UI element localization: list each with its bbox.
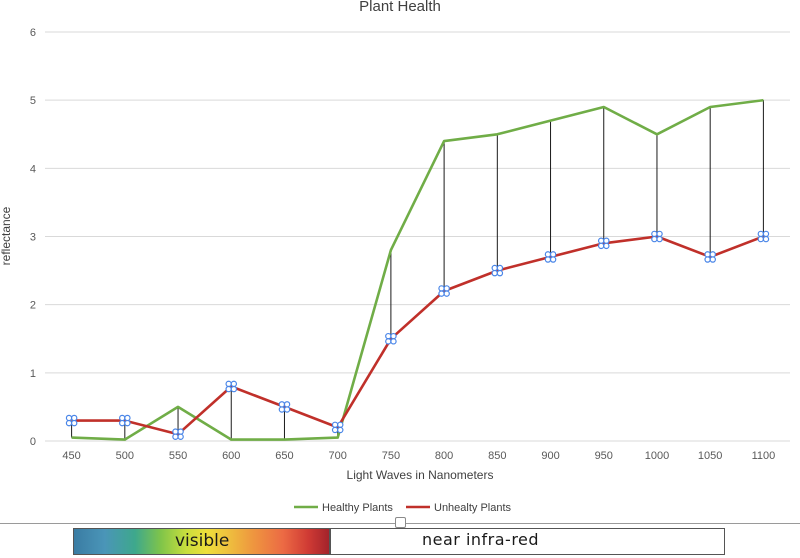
cluster-marker-icon: [544, 251, 557, 263]
near-infrared-band: [330, 528, 725, 555]
cluster-marker-icon: [704, 251, 716, 263]
y-axis-ticks: 0 1 2 3 4 5 6: [30, 27, 36, 448]
cluster-marker-icon: [757, 230, 770, 243]
x-tick-label: 900: [541, 450, 559, 462]
cluster-marker-icon: [331, 421, 344, 434]
spectrum-panel: visible near infra-red: [0, 516, 800, 558]
cluster-marker-icon: [278, 401, 291, 413]
visible-spectrum-band: [73, 528, 330, 555]
healthy-plants-line: [71, 98, 764, 441]
y-tick-label: 2: [30, 300, 36, 312]
cluster-marker-icon: [438, 285, 450, 297]
gridlines: [45, 31, 790, 442]
cluster-marker-icon: [172, 428, 184, 440]
legend-label-healthy: Healthy Plants: [322, 502, 393, 514]
cluster-marker-icon: [651, 230, 663, 243]
visible-label: visible: [175, 531, 230, 551]
cluster-marker-icon: [119, 414, 131, 427]
x-tick-label: 600: [222, 450, 240, 462]
x-tick-label: 950: [595, 450, 613, 462]
cluster-marker-icon: [385, 332, 397, 345]
cluster-marker-icon: [597, 237, 610, 250]
y-tick-label: 6: [30, 27, 36, 39]
y-tick-label: 4: [30, 163, 36, 175]
near-infrared-label: near infra-red: [422, 530, 540, 549]
x-tick-label: 550: [169, 450, 187, 462]
x-tick-label: 1000: [645, 450, 669, 462]
y-tick-label: 3: [30, 232, 36, 244]
drop-lines: [71, 100, 764, 440]
cluster-marker-icon: [65, 414, 78, 427]
unhealthy-plants-line: [71, 235, 764, 436]
cluster-marker-icon: [491, 264, 504, 277]
x-tick-label: 700: [328, 450, 346, 462]
y-axis-label: reflectance: [0, 206, 13, 265]
x-tick-label: 1050: [698, 450, 722, 462]
x-tick-label: 500: [116, 450, 134, 462]
x-tick-label: 750: [382, 450, 400, 462]
y-tick-label: 1: [30, 368, 36, 380]
x-axis-label: Light Waves in Nanometers: [347, 468, 494, 482]
plant-health-chart: Plant Health 0 1 2 3 4 5 6 450 500 550 600 650 700 7…: [0, 0, 790, 514]
data-markers: [65, 230, 770, 440]
x-tick-label: 800: [435, 450, 453, 462]
y-tick-label: 0: [30, 436, 36, 448]
x-tick-label: 450: [62, 450, 80, 462]
x-tick-label: 1100: [752, 450, 776, 462]
chart-title: Plant Health: [359, 0, 441, 15]
cluster-marker-icon: [225, 380, 238, 393]
x-tick-label: 650: [275, 450, 293, 462]
y-tick-label: 5: [30, 95, 36, 107]
legend-label-unhealthy: Unhealty Plants: [434, 502, 512, 514]
resize-handle[interactable]: [395, 517, 406, 528]
legend: Healthy Plants Unhealty Plants: [294, 502, 512, 514]
series-lines: [71, 98, 764, 441]
x-tick-label: 850: [488, 450, 506, 462]
x-axis-ticks: 450 500 550 600 650 700 750 800 850 900 950 1000 105…: [62, 450, 775, 462]
